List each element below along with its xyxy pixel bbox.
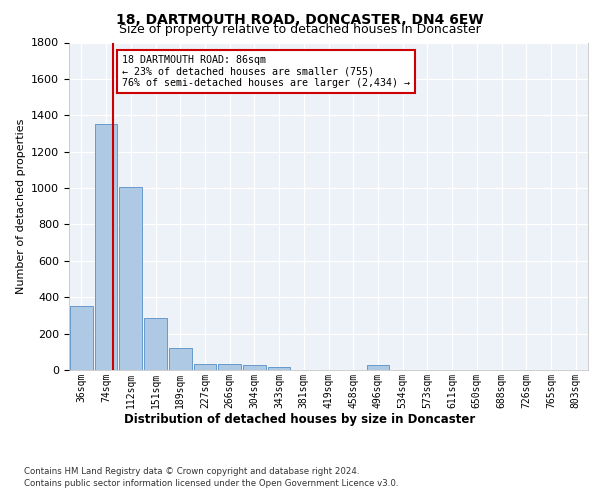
Bar [144,318,167,370]
Text: Contains HM Land Registry data © Crown copyright and database right 2024.: Contains HM Land Registry data © Crown c… [24,468,359,476]
Text: 18, DARTMOUTH ROAD, DONCASTER, DN4 6EW: 18, DARTMOUTH ROAD, DONCASTER, DN4 6EW [116,12,484,26]
Text: 18 DARTMOUTH ROAD: 86sqm
← 23% of detached houses are smaller (755)
76% of semi-: 18 DARTMOUTH ROAD: 86sqm ← 23% of detach… [122,55,410,88]
Y-axis label: Number of detached properties: Number of detached properties [16,118,26,294]
Text: Size of property relative to detached houses in Doncaster: Size of property relative to detached ho… [119,22,481,36]
Bar [70,306,93,370]
Bar [95,124,118,370]
Bar [268,368,290,370]
Text: Contains public sector information licensed under the Open Government Licence v3: Contains public sector information licen… [24,479,398,488]
Bar [169,348,191,370]
Bar [218,364,241,370]
Bar [243,366,266,370]
Bar [119,187,142,370]
Bar [194,364,216,370]
Text: Distribution of detached houses by size in Doncaster: Distribution of detached houses by size … [124,412,476,426]
Bar [367,364,389,370]
